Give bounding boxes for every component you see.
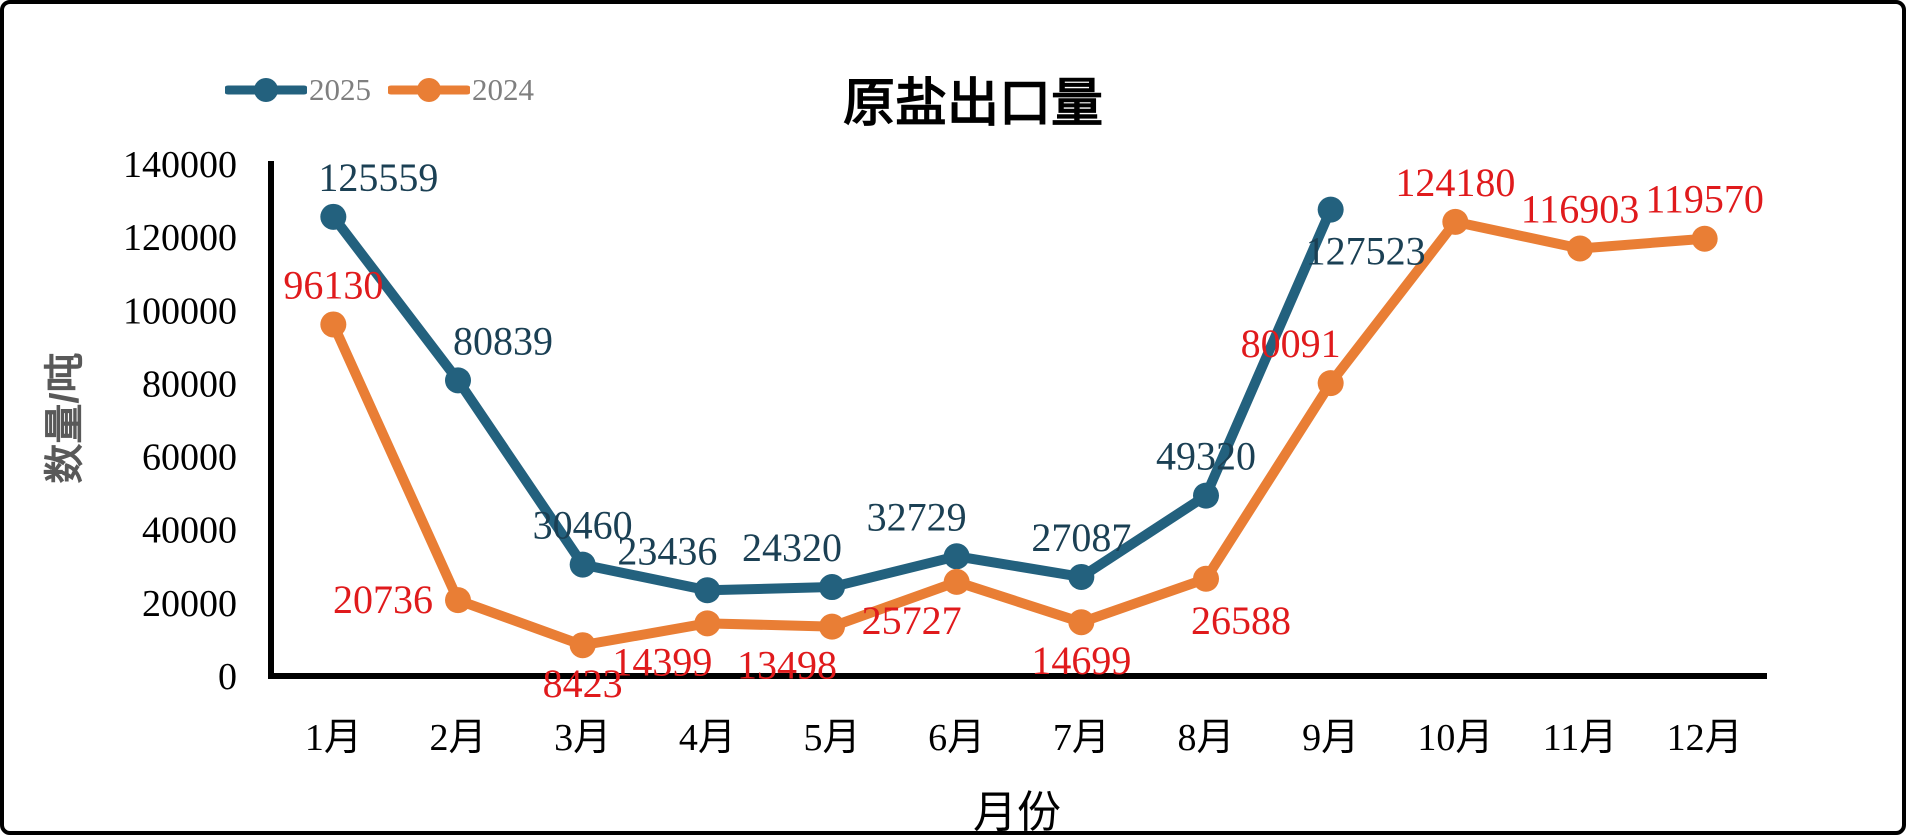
- legend-line-marker-icon: [388, 78, 470, 102]
- data-point-2024-8: [1193, 565, 1219, 592]
- data-label-2024-3: 8423: [543, 661, 623, 706]
- x-tick-label-7: 7月: [1053, 717, 1110, 759]
- data-point-2024-3: [569, 632, 596, 659]
- x-tick-label-1: 1月: [305, 717, 362, 759]
- data-label-2024-8: 26588: [1191, 598, 1291, 643]
- x-tick-label-9: 9月: [1302, 717, 1359, 759]
- y-tick-label-80000: 80000: [142, 363, 237, 405]
- y-tick-label-20000: 20000: [142, 583, 237, 625]
- x-tick-label-3: 3月: [554, 717, 611, 759]
- data-label-2025-2: 80839: [453, 318, 553, 363]
- y-tick-label-0: 0: [218, 656, 237, 698]
- data-label-2024-1: 96130: [283, 262, 383, 307]
- x-tick-label-11: 11月: [1543, 717, 1618, 759]
- data-label-2024-4: 14399: [612, 639, 712, 684]
- data-label-2024-6: 25727: [862, 598, 962, 643]
- data-point-2025-3: [569, 551, 596, 578]
- data-point-2025-5: [819, 574, 845, 601]
- data-label-2025-3: 30460: [533, 503, 633, 548]
- x-tick-label-8: 8月: [1177, 717, 1234, 759]
- data-point-2024-1: [320, 311, 347, 338]
- legend-item-2025: 2025: [225, 72, 371, 108]
- data-point-2025-9: [1317, 196, 1344, 223]
- data-point-2024-4: [694, 610, 721, 637]
- data-label-2024-2: 20736: [333, 577, 433, 622]
- legend-line-marker-icon: [225, 78, 307, 102]
- data-label-2025-1: 125559: [318, 155, 438, 200]
- data-label-2025-6: 32729: [867, 494, 967, 539]
- chart-legend: 2025 2024: [225, 72, 534, 108]
- data-point-2024-5: [819, 613, 845, 640]
- plot-area: 0 20000 40000 60000 80000 100000 120000 140000 1…: [123, 144, 1767, 759]
- data-label-2024-5: 13498: [737, 643, 837, 688]
- data-label-2024-9: 80091: [1241, 321, 1341, 366]
- data-label-2025-4: 23436: [617, 528, 717, 573]
- data-point-2025-1: [320, 203, 347, 230]
- x-axis-title: 月份: [973, 788, 1061, 835]
- legend-label-2025: 2025: [309, 72, 371, 107]
- y-tick-label-100000: 100000: [123, 290, 237, 332]
- data-point-2024-12: [1691, 225, 1718, 252]
- data-label-2025-5: 24320: [742, 525, 842, 570]
- legend-label-2024: 2024: [472, 72, 534, 107]
- y-tick-label-60000: 60000: [142, 437, 237, 479]
- x-tick-label-4: 4月: [679, 717, 736, 759]
- data-point-2024-7: [1068, 609, 1095, 636]
- data-point-2024-9: [1317, 370, 1344, 397]
- y-axis-title: 数量/吨: [43, 352, 87, 484]
- data-label-2024-11: 116903: [1521, 186, 1640, 231]
- y-tick-label-120000: 120000: [123, 217, 237, 259]
- data-point-2025-2: [445, 367, 471, 394]
- data-label-2025-9: 127523: [1306, 229, 1426, 274]
- data-point-2024-6: [943, 568, 970, 595]
- x-tick-label-10: 10月: [1417, 717, 1493, 759]
- series-line-2024: [328, 216, 1710, 651]
- x-tick-label-5: 5月: [803, 717, 860, 759]
- y-tick-label-40000: 40000: [142, 510, 237, 552]
- data-label-2025-8: 49320: [1156, 434, 1256, 479]
- data-label-2024-10: 124180: [1395, 160, 1515, 205]
- data-point-2025-8: [1193, 482, 1219, 509]
- x-tick-label-6: 6月: [928, 717, 985, 759]
- x-tick-label-2: 2月: [429, 717, 486, 759]
- chart-title: 原盐出口量: [842, 75, 1103, 133]
- data-point-2024-11: [1567, 235, 1593, 262]
- x-tick-label-12: 12月: [1667, 717, 1743, 759]
- data-point-2024-10: [1442, 208, 1469, 235]
- data-label-2025-7: 27087: [1031, 515, 1131, 560]
- data-point-2025-4: [694, 577, 721, 604]
- y-tick-label-140000: 140000: [123, 144, 237, 186]
- data-point-2025-6: [943, 543, 970, 570]
- data-label-2024-12: 119570: [1645, 177, 1764, 222]
- data-point-2024-2: [445, 587, 471, 614]
- legend-item-2024: 2024: [388, 72, 534, 108]
- data-point-2025-7: [1068, 563, 1095, 590]
- data-label-2024-7: 14699: [1031, 638, 1131, 683]
